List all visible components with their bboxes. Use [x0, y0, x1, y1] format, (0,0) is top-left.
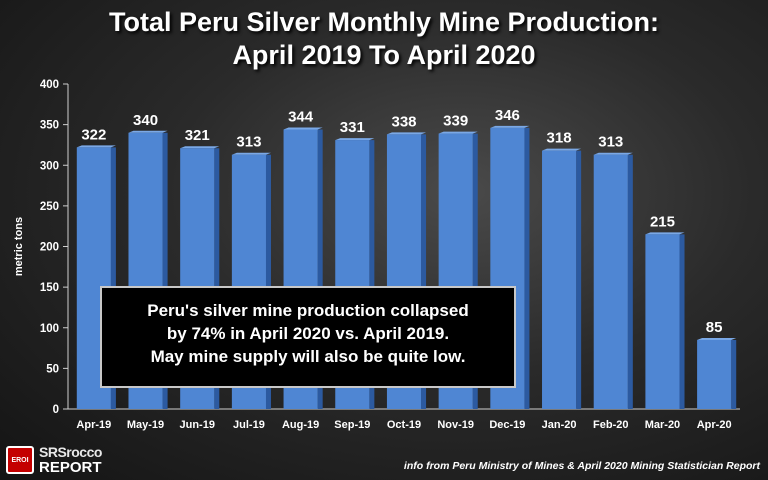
y-tick-label: 250 — [40, 201, 59, 213]
callout-line2: by 74% in April 2020 vs. April 2019. — [166, 324, 450, 343]
bar-side — [679, 234, 685, 409]
y-tick-label: 300 — [40, 160, 59, 172]
bar-side — [731, 339, 737, 409]
data-label: 340 — [133, 112, 158, 129]
data-label: 331 — [340, 119, 365, 136]
x-tick-label: Mar-20 — [645, 419, 680, 431]
y-tick-label: 0 — [53, 404, 59, 416]
x-tick-label: Dec-19 — [489, 419, 525, 431]
x-tick-label: May-19 — [127, 419, 164, 431]
y-tick-label: 50 — [46, 363, 59, 375]
annotation-callout: Peru's silver mine production collapsed … — [100, 286, 516, 388]
bar-side — [524, 127, 530, 409]
x-tick-label: Apr-19 — [76, 419, 111, 431]
chart-title-line1: Total Peru Silver Monthly Mine Productio… — [108, 7, 660, 37]
bar-front — [542, 150, 577, 409]
bar-top — [645, 232, 685, 235]
data-label: 318 — [547, 130, 572, 147]
chart-title: Total Peru Silver Monthly Mine Productio… — [0, 6, 768, 72]
callout-line1: Peru's silver mine production collapsed — [147, 301, 469, 320]
bar-Apr-20 — [697, 337, 737, 409]
x-tick-label: Oct-19 — [387, 419, 421, 431]
logo-text-srsrocco: SRSrocco — [39, 444, 102, 460]
data-label: 85 — [706, 319, 723, 336]
bar-front — [593, 154, 628, 409]
bar-side — [576, 150, 582, 409]
bar-top — [438, 131, 478, 134]
x-tick-label: Nov-19 — [437, 419, 474, 431]
data-label: 344 — [288, 109, 314, 126]
x-tick-label: Feb-20 — [593, 419, 628, 431]
x-tick-label: Apr-20 — [697, 419, 732, 431]
srsrocco-logo: EROI SRSrocco REPORT — [6, 444, 138, 476]
data-label: 313 — [236, 134, 261, 151]
bar-top — [76, 145, 116, 148]
eroi-logo-icon: EROI — [6, 446, 34, 474]
y-tick-label: 200 — [40, 242, 59, 254]
x-tick-label: Jun-19 — [179, 419, 214, 431]
x-tick-label: Jul-19 — [233, 419, 265, 431]
data-label: 313 — [598, 134, 623, 151]
bar-top — [593, 152, 633, 155]
callout-line3: May mine supply will also be quite low. — [150, 347, 466, 366]
bar-top — [128, 130, 168, 133]
bar-Mar-20 — [645, 232, 685, 409]
bar-top — [490, 125, 530, 128]
bar-top — [386, 132, 427, 135]
logo-text-report: REPORT — [39, 459, 102, 476]
y-tick-label: 100 — [40, 323, 59, 335]
bar-top — [283, 127, 323, 130]
bar-top — [180, 146, 220, 149]
y-tick-label: 400 — [40, 79, 59, 91]
data-label: 215 — [650, 213, 675, 230]
source-note: info from Peru Ministry of Mines & April… — [403, 460, 760, 472]
x-tick-label: Jan-20 — [542, 419, 577, 431]
data-label: 322 — [81, 126, 106, 143]
y-tick-label: 350 — [40, 120, 59, 132]
bar-front — [697, 339, 732, 409]
bar-top — [231, 152, 271, 155]
bar-top — [697, 337, 737, 340]
data-label: 338 — [391, 113, 416, 130]
bar-top — [335, 138, 375, 141]
x-tick-label: Aug-19 — [282, 419, 319, 431]
chart-title-line2: April 2019 To April 2020 — [232, 40, 536, 70]
data-label: 321 — [185, 127, 210, 144]
bar-top — [542, 148, 582, 151]
bar-Jan-20 — [542, 148, 582, 409]
data-label: 339 — [443, 113, 468, 130]
y-tick-label: 150 — [40, 282, 59, 294]
bar-Feb-20 — [593, 152, 633, 409]
y-axis-label: metric tons — [13, 217, 25, 276]
bar-side — [627, 154, 633, 409]
data-label: 346 — [495, 107, 520, 124]
bar-front — [645, 234, 680, 409]
x-tick-label: Sep-19 — [334, 419, 370, 431]
